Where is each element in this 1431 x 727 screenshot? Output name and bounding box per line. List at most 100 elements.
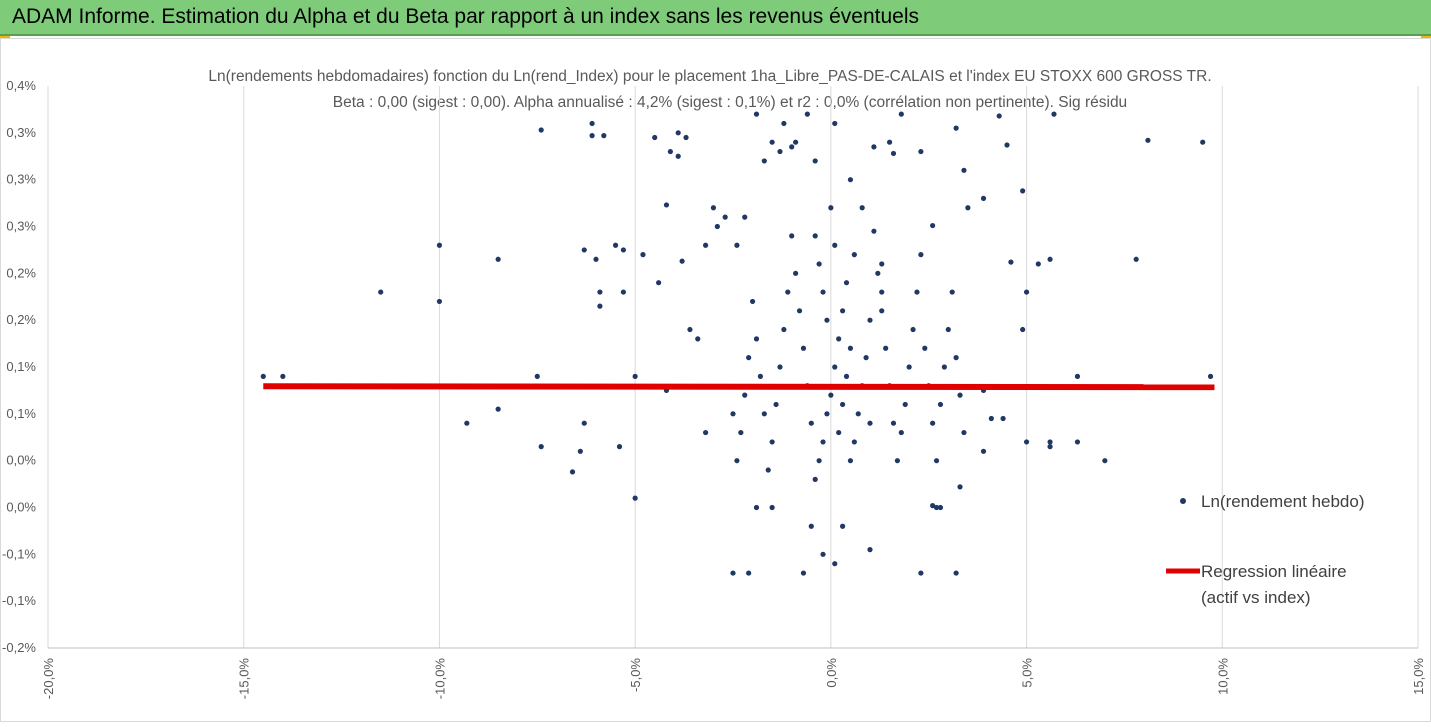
- data-point: [836, 336, 842, 342]
- data-point: [581, 247, 587, 253]
- data-point: [714, 223, 720, 230]
- data-point: [867, 547, 873, 553]
- data-point: [808, 420, 814, 426]
- data-point: [734, 242, 740, 248]
- data-point: [961, 429, 967, 436]
- data-point: [683, 134, 689, 141]
- data-point: [1023, 439, 1030, 445]
- data-point: [742, 392, 748, 398]
- data-point: [1035, 261, 1041, 267]
- data-point: [930, 222, 936, 229]
- data-point: [890, 150, 897, 157]
- data-point: [832, 120, 838, 127]
- data-point: [1023, 289, 1030, 295]
- data-point: [961, 167, 967, 173]
- data-point: [734, 458, 740, 464]
- y-tick-label: 0,0%: [6, 500, 36, 515]
- data-point: [612, 242, 619, 248]
- data-point: [793, 139, 799, 145]
- data-point: [738, 429, 744, 436]
- legend-marker-scatter: [1180, 498, 1186, 504]
- data-point: [824, 317, 830, 323]
- data-point: [918, 570, 924, 576]
- data-point: [918, 148, 924, 155]
- data-point: [851, 252, 857, 258]
- regression-segment: [263, 383, 1215, 391]
- data-point: [679, 258, 685, 264]
- data-point: [1008, 259, 1014, 265]
- data-point: [753, 504, 760, 511]
- data-point: [796, 308, 803, 314]
- data-point: [534, 373, 540, 379]
- data-point: [652, 134, 658, 141]
- data-point: [843, 280, 850, 286]
- data-point: [988, 415, 994, 422]
- data-point: [593, 256, 599, 262]
- data-point: [1000, 415, 1006, 422]
- data-point: [847, 345, 854, 351]
- data-point: [280, 373, 286, 379]
- y-tick-label: 0,2%: [6, 312, 36, 327]
- data-point: [894, 458, 901, 464]
- data-point: [793, 270, 799, 276]
- chart-title: Ln(rendements hebdomadaires) fonction du…: [208, 68, 1211, 85]
- data-point: [785, 289, 791, 295]
- data-point: [675, 153, 681, 159]
- data-point: [883, 345, 889, 351]
- data-point: [886, 139, 893, 145]
- x-tick-label: -15,0%: [237, 658, 252, 700]
- data-point: [577, 448, 583, 454]
- data-point: [812, 158, 818, 164]
- data-point: [953, 125, 959, 131]
- data-point: [1102, 458, 1108, 464]
- data-point: [589, 133, 595, 139]
- data-point: [781, 326, 787, 333]
- data-point: [914, 289, 920, 295]
- x-tick-label: -5,0%: [628, 658, 643, 692]
- data-point: [820, 439, 826, 445]
- data-point: [941, 364, 947, 370]
- data-point: [816, 261, 822, 267]
- data-point: [875, 270, 881, 276]
- data-point: [910, 326, 916, 333]
- report-banner: ADAM Informe. Estimation du Alpha et du …: [0, 0, 1431, 36]
- legend-label-regression: (actif vs index): [1201, 588, 1311, 607]
- x-tick-label: -10,0%: [432, 658, 447, 700]
- data-point: [620, 247, 627, 253]
- data-point: [1207, 373, 1214, 379]
- legend: Ln(rendement hebdo) Regression linéaire (a…: [1166, 492, 1365, 607]
- data-point: [949, 289, 955, 295]
- data-point: [832, 242, 838, 248]
- data-point: [863, 355, 869, 361]
- data-point: [843, 373, 850, 379]
- data-point: [871, 144, 877, 150]
- y-tick-label: 0,0%: [6, 453, 36, 468]
- data-point: [953, 355, 959, 361]
- data-point: [773, 401, 779, 408]
- data-point: [1004, 142, 1010, 148]
- data-point: [703, 429, 709, 436]
- data-point: [777, 148, 783, 155]
- data-point: [495, 406, 501, 412]
- data-point: [800, 345, 807, 351]
- data-point: [656, 280, 662, 286]
- chart-area: Ln(rendements hebdomadaires) fonction du…: [0, 38, 1431, 722]
- y-tick-label: -0,1%: [2, 593, 36, 608]
- data-point: [730, 411, 736, 417]
- data-point: [703, 242, 709, 248]
- data-point: [495, 256, 501, 262]
- data-point: [1047, 444, 1053, 450]
- data-point: [597, 289, 603, 295]
- data-point: [1051, 111, 1057, 117]
- data-point: [1047, 256, 1053, 262]
- data-point: [820, 289, 826, 295]
- data-point: [640, 252, 646, 258]
- data-point: [1145, 137, 1151, 143]
- scatter-chart: Ln(rendements hebdomadaires) fonction du…: [0, 38, 1431, 722]
- data-point: [765, 467, 771, 473]
- data-point: [769, 139, 775, 145]
- data-point: [777, 364, 783, 370]
- data-point: [1074, 439, 1081, 445]
- data-point: [1133, 256, 1139, 262]
- data-point: [789, 233, 795, 239]
